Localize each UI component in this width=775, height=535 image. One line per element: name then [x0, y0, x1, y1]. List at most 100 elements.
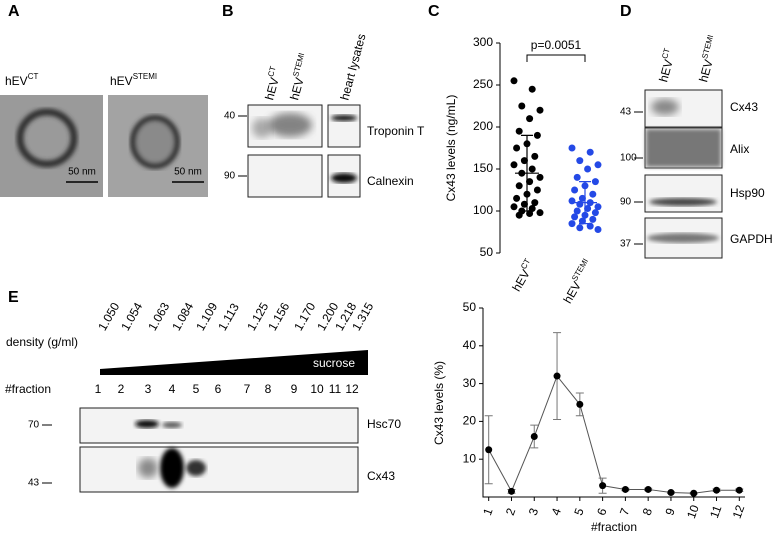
data-point: [520, 200, 528, 208]
data-point: [591, 178, 599, 186]
mw-marker: 37: [620, 239, 632, 250]
mean-sd-bar: [573, 181, 597, 225]
data-point: [526, 210, 534, 218]
band: [649, 198, 717, 206]
data-point: [576, 224, 584, 232]
data-point: [690, 489, 698, 497]
data-point: [515, 211, 523, 219]
data-point: [667, 488, 675, 496]
data-point: [510, 203, 518, 211]
data-point: [518, 102, 526, 110]
data-point: [568, 144, 576, 152]
data-point: [576, 200, 584, 208]
blot: [79, 407, 359, 444]
band: [135, 420, 159, 428]
fraction-label: 12: [345, 382, 359, 396]
mw-marker: 40: [224, 111, 236, 122]
panel-letter: B: [222, 3, 234, 20]
data-point: [520, 157, 528, 165]
image-label: hEVSTEMI: [110, 72, 157, 88]
scale-label: 50 nm: [68, 167, 96, 178]
mw-marker: 90: [224, 171, 236, 182]
lane-label-base: hEV: [287, 76, 306, 102]
band: [331, 115, 357, 121]
density-label: 1.063: [145, 300, 172, 333]
band: [268, 113, 312, 137]
blot-label: GAPDH: [730, 232, 773, 246]
x-tick-label: 3: [526, 506, 542, 517]
mw-marker: 43: [28, 478, 40, 489]
blot: [644, 89, 723, 128]
data-point: [530, 433, 538, 441]
band: [646, 129, 721, 167]
axis-title: density (g/ml): [6, 335, 78, 349]
data-point: [536, 106, 544, 114]
data-point: [586, 148, 594, 156]
data-point: [531, 152, 539, 160]
blot-label: Hsp90: [730, 186, 765, 200]
x-tick-label-sup: STEMI: [570, 257, 590, 283]
blot-label: Cx43: [367, 469, 395, 483]
data-point: [589, 215, 597, 223]
panel-letter: C: [428, 3, 440, 20]
panel-letter: E: [8, 289, 19, 306]
blot-label: Alix: [730, 142, 749, 156]
fraction-label: 3: [145, 382, 152, 396]
data-point: [507, 487, 515, 495]
density-label: 1.109: [193, 300, 220, 333]
image-label-base: hEV: [110, 74, 133, 88]
y-tick-label: 150: [473, 161, 493, 175]
lane-label: hEVSTEMI: [694, 34, 722, 84]
data-point: [568, 220, 576, 228]
data-point: [515, 182, 523, 190]
density-label: 1.084: [169, 300, 196, 333]
gradient-wedge: [100, 350, 368, 375]
lane-label-base: hEV: [262, 76, 281, 102]
fraction-label: 8: [265, 382, 272, 396]
data-point: [553, 372, 561, 380]
x-tick-label: 1: [480, 506, 496, 517]
axis-title: #fraction: [591, 520, 637, 534]
y-tick-label: 40: [463, 338, 477, 352]
x-tick-label: 12: [730, 503, 748, 521]
band: [647, 233, 719, 243]
data-point: [573, 173, 581, 181]
lane-label-base: hEV: [656, 58, 675, 84]
scale-label: 50 nm: [174, 167, 202, 178]
band: [160, 448, 184, 488]
fraction-label: 1: [95, 382, 102, 396]
x-tick-label: 9: [662, 506, 678, 517]
lane-label-sup: STEMI: [700, 34, 715, 60]
data-point: [589, 190, 597, 198]
blot-label: Cx43: [730, 100, 758, 114]
data-point: [576, 157, 584, 165]
x-tick-label: 11: [707, 503, 725, 520]
lane-label: hEVCT: [654, 47, 678, 83]
vesicle: [130, 115, 180, 169]
density-label: 1.050: [95, 300, 122, 333]
y-tick-label: 50: [480, 245, 494, 259]
fraction-label: 11: [329, 382, 342, 396]
data-point: [515, 127, 523, 135]
x-tick-label: hEVSTEMI: [559, 257, 596, 306]
data-point: [735, 486, 743, 494]
data-point: [584, 165, 592, 173]
blot-label: Troponin T: [367, 124, 425, 138]
y-tick-label: 20: [463, 414, 477, 428]
fraction-label: 4: [169, 382, 176, 396]
data-point: [578, 194, 586, 202]
data-point: [594, 161, 602, 169]
data-point: [578, 217, 586, 225]
data-point: [594, 225, 602, 233]
axis-title: Cx43 levels (%): [432, 361, 446, 445]
lane-label: hEVSTEMI: [285, 52, 313, 102]
image-label-sup: CT: [28, 72, 39, 81]
lane-label-sup: CT: [266, 65, 277, 78]
data-line: [488, 375, 740, 494]
x-tick-label-base: hEV: [561, 279, 584, 306]
data-point: [644, 485, 652, 493]
axes: [482, 308, 745, 498]
band: [651, 99, 679, 115]
image-label-base: hEV: [5, 74, 28, 88]
mean-sd-bar: [515, 134, 539, 212]
